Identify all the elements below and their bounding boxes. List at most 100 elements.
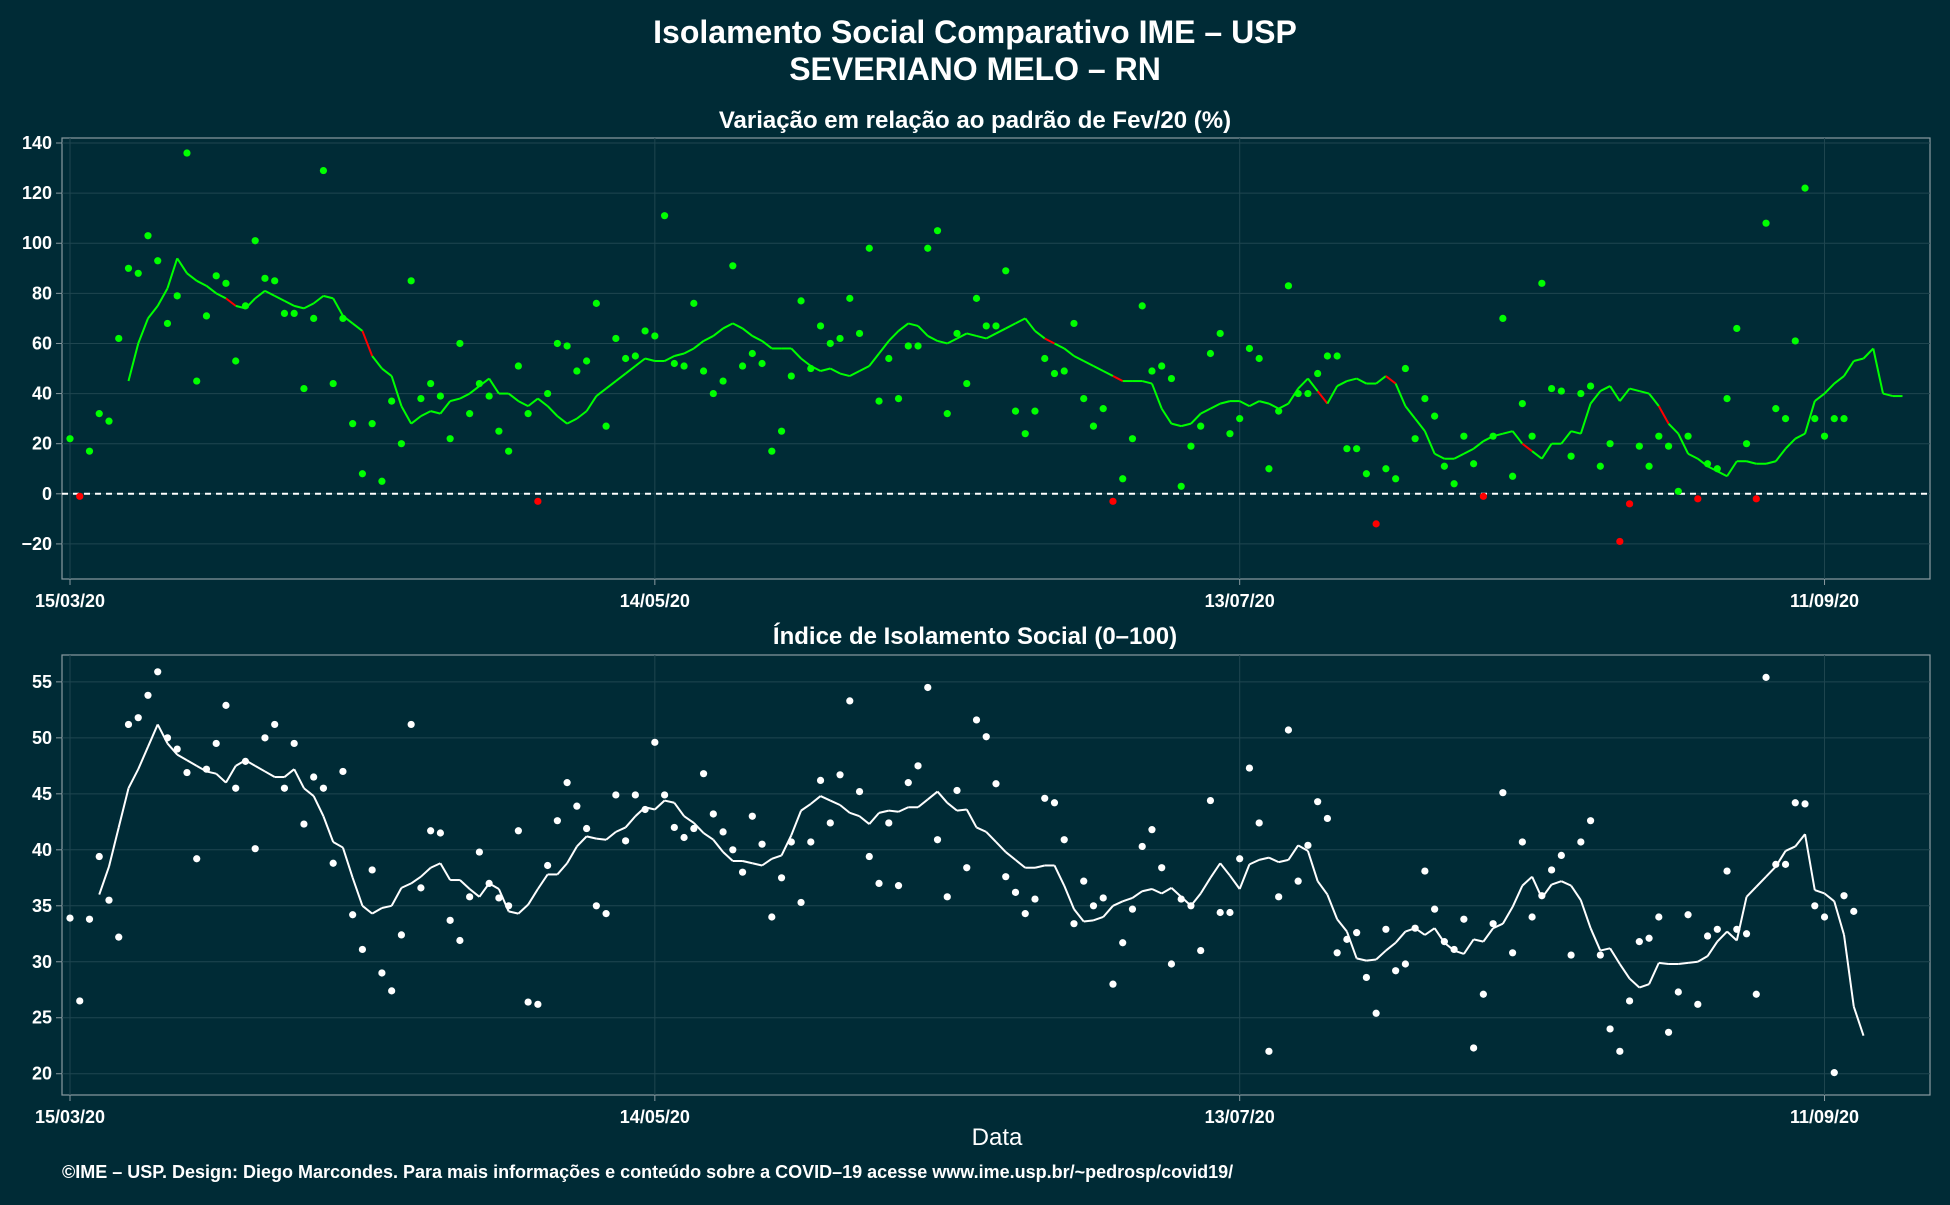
data-point	[1772, 860, 1780, 868]
moving-average-segment	[430, 410, 441, 415]
moving-average-segment	[985, 831, 997, 843]
data-point	[368, 866, 376, 874]
moving-average-segment	[381, 904, 392, 910]
moving-average-segment	[1385, 375, 1397, 385]
data-point	[1674, 988, 1682, 996]
moving-average-segment	[1823, 892, 1835, 903]
data-point	[1811, 902, 1819, 910]
x-axis-label: Data	[972, 1124, 1023, 1151]
moving-average-segment	[400, 882, 412, 889]
data-point	[495, 427, 503, 435]
moving-average-segment	[576, 410, 588, 420]
moving-average-segment	[1034, 864, 1045, 869]
moving-average-segment	[1141, 888, 1153, 893]
data-point	[66, 435, 74, 443]
moving-average-segment	[1249, 858, 1260, 866]
y-tick-label: 120	[22, 183, 52, 203]
data-point	[485, 879, 493, 887]
moving-average-segment	[1102, 905, 1114, 918]
data-point	[173, 292, 181, 300]
data-point	[1586, 817, 1595, 825]
moving-average-segment	[1063, 885, 1075, 910]
moving-average-segment	[966, 332, 977, 337]
moving-average-segment	[1394, 930, 1407, 944]
moving-average-segment	[1862, 347, 1874, 360]
data-point	[475, 848, 483, 856]
data-point	[1109, 980, 1117, 988]
data-point	[466, 893, 474, 901]
moving-average-segment	[742, 860, 753, 865]
moving-average-segment	[1872, 348, 1884, 394]
data-point	[748, 349, 756, 358]
moving-average-segment	[176, 257, 188, 274]
moving-average-segment	[596, 837, 607, 841]
data-point	[1655, 432, 1663, 440]
data-point	[719, 377, 727, 385]
data-point	[933, 227, 942, 235]
moving-average-segment	[956, 808, 967, 812]
moving-average-segment	[712, 839, 724, 853]
data-point	[709, 810, 717, 818]
data-point	[612, 791, 620, 799]
data-point	[894, 394, 903, 403]
data-point	[1596, 951, 1604, 959]
moving-average-segment	[1024, 317, 1036, 332]
moving-average-segment	[137, 746, 149, 770]
moving-average-segment	[1678, 961, 1689, 966]
data-point	[1645, 462, 1653, 470]
moving-average-segment	[1745, 886, 1758, 898]
moving-average-segment	[566, 417, 578, 425]
data-point	[992, 322, 1000, 330]
data-point	[670, 359, 678, 368]
moving-average-segment	[741, 327, 753, 337]
moving-average-segment	[274, 294, 285, 302]
data-point	[904, 342, 912, 350]
data-point	[261, 734, 269, 742]
data-point	[1323, 814, 1332, 823]
moving-average-segment	[664, 799, 675, 804]
data-point	[1382, 465, 1390, 473]
data-point	[836, 334, 844, 343]
moving-average-segment	[1385, 941, 1397, 952]
data-point	[1216, 329, 1224, 338]
data-point	[943, 893, 951, 901]
moving-average-segment	[1639, 983, 1650, 989]
moving-average-segment	[703, 832, 714, 841]
y-tick-label: 20	[32, 434, 52, 454]
panel2-title: Índice de Isolamento Social (0–100)	[773, 622, 1177, 650]
data-point	[748, 812, 756, 820]
data-point	[1372, 1009, 1380, 1017]
moving-average-segment	[1404, 405, 1416, 420]
data-point	[738, 868, 747, 876]
data-point	[641, 805, 649, 814]
moving-average-segment	[1102, 370, 1114, 377]
data-point	[1781, 415, 1790, 423]
moving-average-segment	[693, 822, 705, 834]
moving-average-segment	[1034, 330, 1046, 340]
moving-average-segment	[176, 753, 188, 762]
moving-average-segment	[508, 392, 519, 402]
x-tick-label: 11/09/20	[1790, 1107, 1859, 1127]
data-point	[1548, 866, 1556, 874]
data-point	[875, 879, 883, 887]
data-point	[105, 896, 113, 904]
data-point	[85, 915, 94, 923]
moving-average-segment	[664, 355, 675, 362]
data-point	[699, 770, 708, 778]
data-point	[514, 827, 522, 835]
data-point	[95, 410, 103, 418]
moving-average-segment	[1697, 955, 1709, 963]
panel-isolation-index: 20 25 30 35 40 45 50 55 15/03/20 14/05/20 13/07/20…	[32, 654, 1931, 1127]
moving-average-segment	[771, 854, 782, 860]
moving-average-segment	[1579, 403, 1592, 434]
data-point	[1099, 894, 1107, 902]
moving-average-segment	[1073, 355, 1085, 362]
moving-average-segment	[1151, 888, 1163, 895]
data-point	[241, 757, 250, 765]
data-point	[1050, 369, 1059, 378]
data-point	[992, 780, 1000, 788]
data-point	[953, 786, 961, 795]
data-point	[407, 720, 415, 729]
data-point	[232, 357, 240, 365]
data-point	[1011, 888, 1020, 896]
